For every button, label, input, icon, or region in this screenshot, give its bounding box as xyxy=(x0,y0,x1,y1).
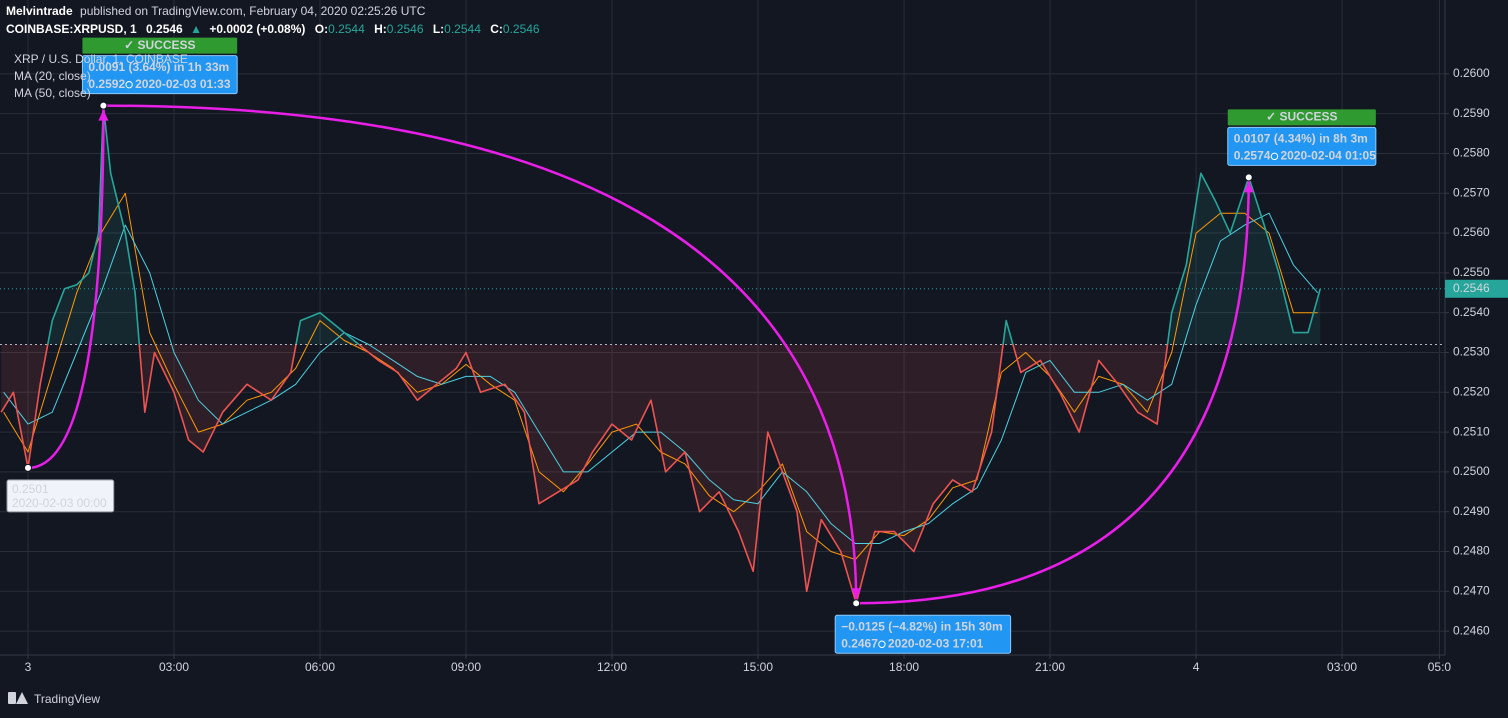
y-tick-label: 0.2480 xyxy=(1453,544,1490,558)
arrow: ▲ xyxy=(190,22,202,36)
ohlc-label: L: xyxy=(433,22,444,36)
y-tick-label: 0.2560 xyxy=(1453,225,1490,239)
y-tick-label: 0.2550 xyxy=(1453,265,1490,279)
range-box xyxy=(1227,126,1377,166)
date-label: 2020-02-03 01:33 xyxy=(135,77,231,91)
clock-icon xyxy=(125,80,133,89)
arrow-head xyxy=(851,588,862,600)
ohlc-label: C: xyxy=(490,22,503,36)
x-tick-label: 03:00 xyxy=(159,660,189,674)
arc xyxy=(856,177,1251,605)
x-tick-label: 05:0 xyxy=(1428,660,1452,674)
date-label: 2020-02-03 17:01 xyxy=(888,636,984,650)
ohlc-value: 0.2546 xyxy=(387,22,424,36)
last: 0.2546 xyxy=(146,22,183,36)
last-price-label: 0.2546 xyxy=(1453,281,1490,295)
ohlc-value: 0.2546 xyxy=(503,22,540,36)
status-box xyxy=(1227,109,1376,126)
published: published on TradingView.com, February 0… xyxy=(80,4,426,18)
header-line-2: COINBASE:XRPUSD, 1 0.2546 ▲ +0.0002 (+0.… xyxy=(6,22,540,36)
ohlc-label: O: xyxy=(315,22,328,36)
status-label: ✓ SUCCESS xyxy=(124,38,195,52)
legend-entry: MA (20, close) xyxy=(14,69,91,83)
arc xyxy=(103,104,858,604)
footer-logo xyxy=(8,692,28,704)
y-tick-label: 0.2510 xyxy=(1453,424,1490,438)
ohlc-value: 0.2544 xyxy=(444,22,481,36)
price-box xyxy=(6,479,115,513)
x-tick-label: 15:00 xyxy=(743,660,773,674)
arrow-head xyxy=(98,109,109,121)
author: Melvintrade xyxy=(6,4,73,18)
plot xyxy=(0,104,1445,605)
x-tick-label: 21:00 xyxy=(1035,660,1065,674)
last-price-tag xyxy=(1445,279,1508,298)
legend-entry: MA (50, close) xyxy=(14,86,91,100)
change: +0.0002 (+0.08%) xyxy=(209,22,305,36)
ma-line xyxy=(3,212,1319,544)
x-tick-label: 06:00 xyxy=(305,660,335,674)
change-label: 0.0107 (4.34%) in 8h 3m xyxy=(1234,132,1368,146)
footer-brand: TradingView xyxy=(34,692,100,706)
baseline-area xyxy=(1,105,1321,604)
y-tick-label: 0.2540 xyxy=(1453,305,1490,319)
status-box xyxy=(82,37,238,54)
change-label: 0.0091 (3.64%) in 1h 33m xyxy=(88,60,229,74)
y-tick-label: 0.2460 xyxy=(1453,623,1490,637)
price-line xyxy=(0,104,1321,605)
y-tick-label: 0.2530 xyxy=(1453,345,1490,359)
x-tick-label: 18:00 xyxy=(889,660,919,674)
date-label: 2020-02-04 01:05 xyxy=(1280,149,1376,163)
anchor-point xyxy=(852,599,861,608)
arrow-head xyxy=(1243,181,1254,193)
y-tick-label: 0.2580 xyxy=(1453,146,1490,160)
ohlc-value: 0.2544 xyxy=(328,22,365,36)
symbol: COINBASE:XRPUSD, 1 xyxy=(6,22,137,36)
change-label: −0.0125 (−4.82%) in 15h 30m xyxy=(841,619,1002,633)
x-tick-label: 09:00 xyxy=(451,660,481,674)
y-tick-label: 0.2520 xyxy=(1453,384,1490,398)
x-tick-label: 03:00 xyxy=(1327,660,1357,674)
price-label: 0.2467 xyxy=(841,636,878,650)
clock-icon xyxy=(1270,152,1279,161)
arc xyxy=(27,105,105,470)
ohlc-label: H: xyxy=(374,22,387,36)
anchor-point xyxy=(99,101,108,110)
y-tick-label: 0.2570 xyxy=(1453,185,1490,199)
legend-title: XRP / U.S. Dollar, 1, COINBASE xyxy=(14,52,188,66)
range-box xyxy=(81,55,238,95)
x-tick-label: 3 xyxy=(25,660,32,674)
y-tick-label: 0.2470 xyxy=(1453,583,1490,597)
price-label: 0.2592 xyxy=(88,77,125,91)
axes: 0.2460 0.2470 0.2480 0.2490 0.2500 0.2510 0.25… xyxy=(25,66,1508,674)
y-tick-label: 0.2500 xyxy=(1453,464,1490,478)
header-line-1: Melvintrade published on TradingView.com… xyxy=(6,4,426,18)
y-tick-label: 0.2490 xyxy=(1453,504,1490,518)
anchor-point xyxy=(1244,173,1253,182)
y-tick-label: 0.2590 xyxy=(1453,106,1490,120)
x-tick-label: 12:00 xyxy=(597,660,627,674)
clock-icon xyxy=(878,640,886,648)
y-tick-label: 0.2600 xyxy=(1453,66,1490,80)
x-tick-label: 4 xyxy=(1193,660,1200,674)
price-label: 0.2501 xyxy=(12,482,49,496)
status-label: ✓ SUCCESS xyxy=(1266,110,1337,124)
date-label: 2020-02-03 00:00 xyxy=(12,496,107,510)
anchor-point xyxy=(23,463,32,472)
price-label: 0.2574 xyxy=(1234,149,1271,163)
